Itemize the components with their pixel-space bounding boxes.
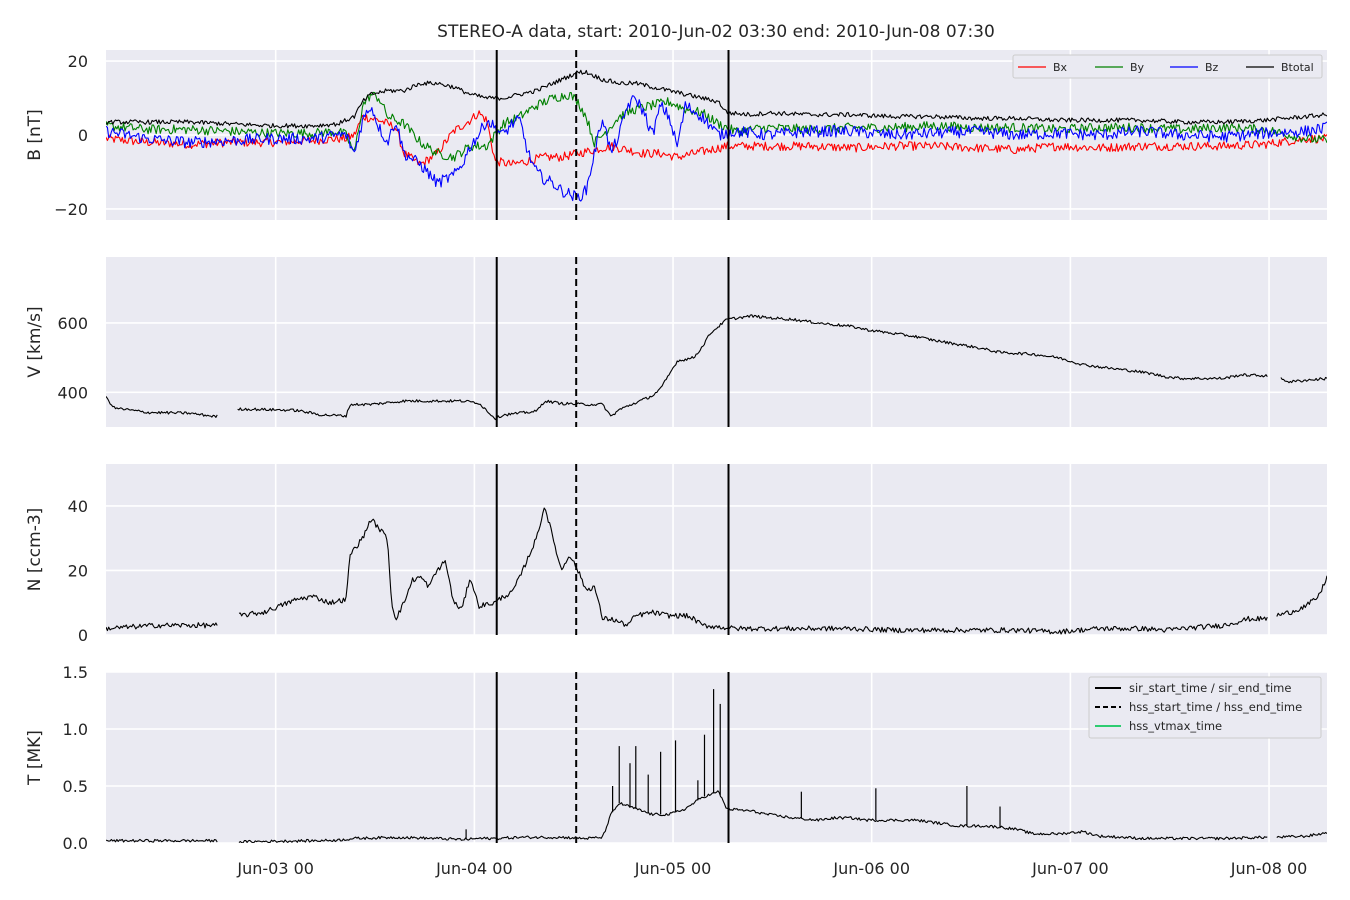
- panel-2: 400 600 V [km/s]: [25, 257, 1327, 427]
- y-tick-label: 400: [57, 383, 88, 402]
- y-tick-label: 0: [78, 626, 88, 645]
- y-tick-label: 0.0: [63, 834, 88, 853]
- legend-label: Btotal: [1281, 61, 1314, 74]
- series-line-by: [106, 91, 1327, 162]
- legend-label: Bz: [1205, 61, 1219, 74]
- y-tick-label: 600: [57, 314, 88, 333]
- series-group: [106, 314, 1327, 421]
- legend-label: sir_start_time / sir_end_time: [1129, 681, 1291, 695]
- x-tick-label: Jun-06 00: [832, 859, 910, 878]
- legend-label: hss_vtmax_time: [1129, 719, 1222, 733]
- legend-label: hss_start_time / hss_end_time: [1129, 700, 1302, 714]
- series-group: [106, 689, 1327, 843]
- series-line-bx: [106, 110, 1327, 167]
- y-tick-label: −20: [54, 200, 88, 219]
- series-line: [106, 507, 1327, 635]
- panel-background: [106, 257, 1327, 427]
- legend-label: By: [1130, 61, 1145, 74]
- y-axis-label: T [MK]: [25, 730, 45, 786]
- y-axis-label: B [nT]: [25, 109, 45, 161]
- y-tick-label: 40: [68, 497, 88, 516]
- series-line-bz: [106, 95, 1327, 202]
- series-line: [106, 314, 1327, 421]
- panel-3: 0 20 40 N [ccm-3]: [25, 464, 1327, 645]
- y-axis-label: N [ccm-3]: [25, 508, 45, 592]
- y-tick-label: 20: [68, 561, 88, 580]
- legend-box: [1088, 676, 1322, 739]
- y-tick-label: 0.5: [63, 777, 88, 796]
- x-tick-label: Jun-07 00: [1031, 859, 1109, 878]
- panel-background: [106, 464, 1327, 635]
- chart-title: STEREO-A data, start: 2010-Jun-02 03:30 …: [437, 22, 995, 42]
- panel-1: −20 0 20 B [nT] Bx By Bz Btotal: [25, 50, 1327, 220]
- legend-label: Bx: [1053, 61, 1068, 74]
- x-tick-label: Jun-04 00: [435, 859, 513, 878]
- y-tick-label: 20: [68, 52, 88, 71]
- legend-box: [1012, 54, 1323, 79]
- y-axis-label: V [km/s]: [25, 306, 45, 377]
- series-line-btotal: [106, 69, 1327, 129]
- x-tick-label: Jun-03 00: [236, 859, 314, 878]
- panel-4: 0.0 0.5 1.0 1.5 T [MK] sir_start_time / sir_e…: [25, 663, 1327, 853]
- series-group: [106, 69, 1327, 202]
- y-tick-label: 1.0: [63, 720, 88, 739]
- y-tick-label: 1.5: [63, 663, 88, 682]
- x-tick-label: Jun-08 00: [1230, 859, 1308, 878]
- x-tick-label: Jun-05 00: [634, 859, 712, 878]
- series-group: [106, 507, 1327, 635]
- y-tick-label: 0: [78, 126, 88, 145]
- series-line: [106, 790, 1327, 843]
